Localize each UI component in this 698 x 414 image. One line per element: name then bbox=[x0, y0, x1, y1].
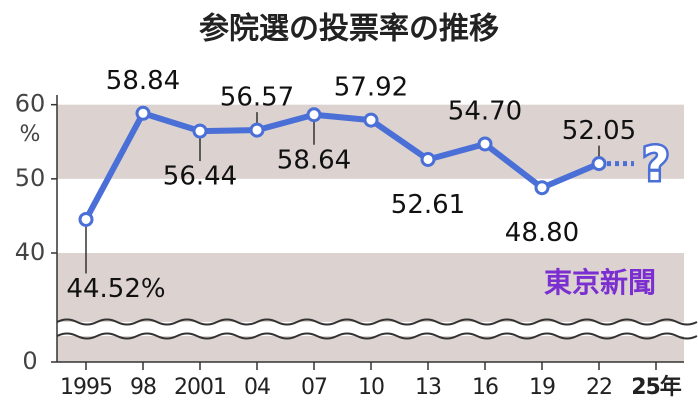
point bbox=[420, 151, 436, 167]
value-label: 57.92 bbox=[334, 73, 408, 103]
value-label: 58.64 bbox=[277, 145, 351, 175]
x-tick-label: 22 bbox=[586, 375, 612, 400]
annotation: ? bbox=[643, 137, 670, 191]
axis-break bbox=[56, 318, 698, 340]
value-label: 44.52% bbox=[66, 274, 165, 304]
value-label: 58.84 bbox=[106, 66, 180, 96]
y-tick-label: 0 bbox=[22, 347, 37, 375]
point bbox=[363, 112, 379, 128]
x-tick-label: 16 bbox=[472, 375, 498, 400]
value-label: 56.57 bbox=[220, 83, 294, 113]
y-tick-label: 60 bbox=[15, 90, 46, 118]
x-tick-label: 10 bbox=[358, 375, 384, 400]
x-tick-label: 19 bbox=[529, 375, 555, 400]
source: 東京新聞 bbox=[544, 266, 656, 299]
x-tick-label: 1995 bbox=[60, 375, 112, 400]
value-label: 52.61 bbox=[391, 190, 465, 220]
x-tick-label: 2001 bbox=[174, 375, 226, 400]
point bbox=[306, 107, 322, 123]
value-label: 48.80 bbox=[505, 218, 579, 248]
x-tick-label: 07 bbox=[301, 375, 327, 400]
x-tick-label: 13 bbox=[415, 375, 441, 400]
x-tick-label: 98 bbox=[130, 375, 156, 400]
point bbox=[591, 156, 607, 172]
y-unit: % bbox=[20, 122, 41, 147]
value-label: 52.05 bbox=[562, 116, 636, 146]
value-label: 54.70 bbox=[448, 96, 522, 126]
y-tick-label: 40 bbox=[15, 238, 46, 266]
point bbox=[78, 211, 94, 227]
x-tick-label: 25年 bbox=[631, 374, 682, 400]
value-label: 56.44 bbox=[163, 162, 237, 192]
x-tick-label: 04 bbox=[244, 375, 270, 400]
y-tick-label: 50 bbox=[15, 164, 46, 192]
point bbox=[477, 136, 493, 152]
point bbox=[135, 105, 151, 121]
axis-break-line bbox=[56, 332, 698, 340]
point bbox=[192, 123, 208, 139]
band bbox=[57, 253, 684, 362]
point bbox=[249, 122, 265, 138]
chart-title: 参院選の投票率の推移 bbox=[199, 12, 499, 47]
line bbox=[83, 110, 601, 221]
axis-break-line bbox=[56, 318, 698, 326]
point bbox=[534, 180, 550, 196]
